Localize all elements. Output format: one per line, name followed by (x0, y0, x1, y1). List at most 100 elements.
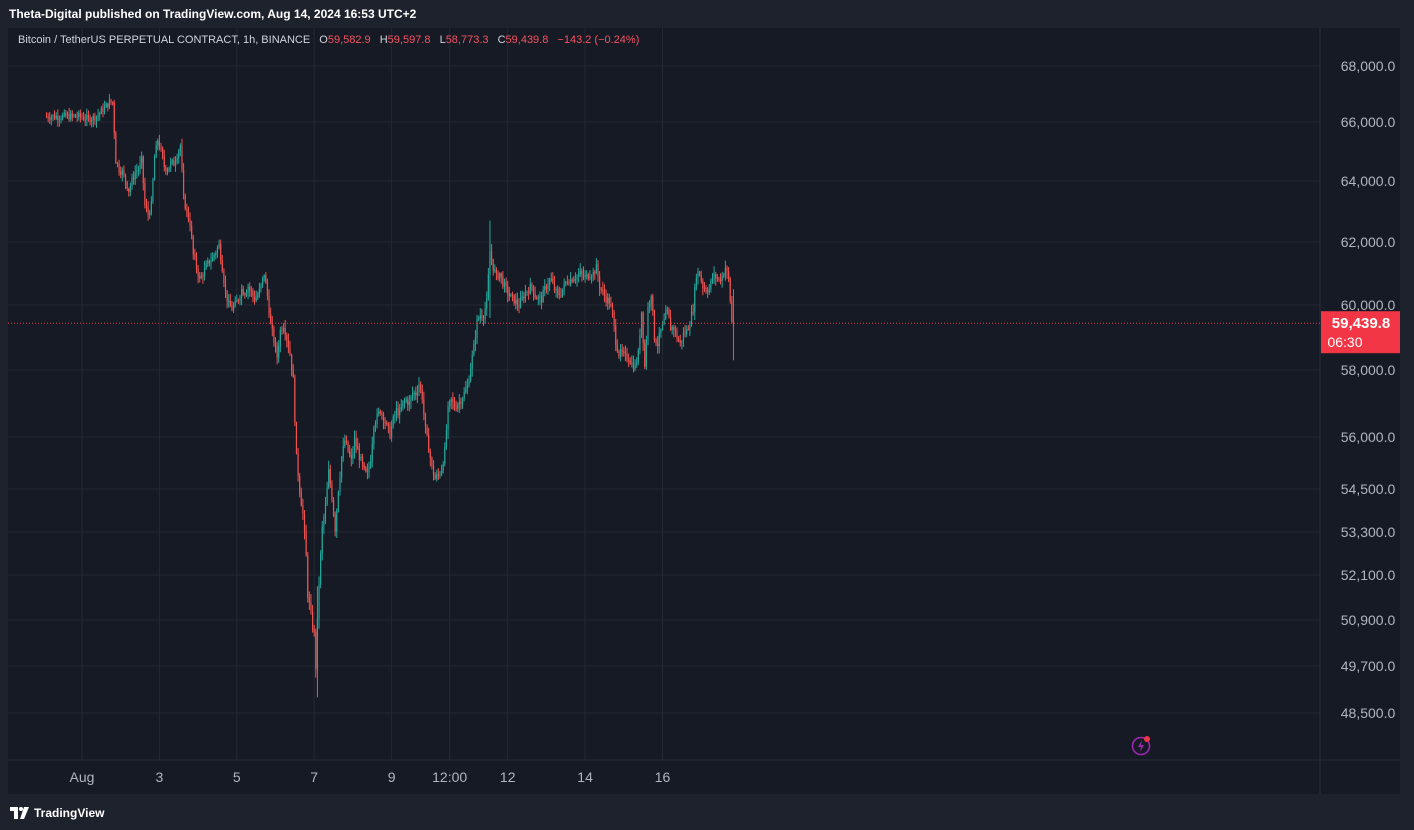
candle-body (634, 364, 636, 370)
candle-body (162, 148, 164, 157)
candle-body (271, 322, 273, 329)
candle-body (710, 280, 712, 290)
candle-body (568, 282, 570, 284)
candle-body (202, 275, 204, 277)
candle-body (692, 311, 694, 313)
y-tick-label: 56,000.0 (1341, 429, 1396, 445)
candle-body (439, 474, 441, 476)
candle-body (141, 156, 143, 163)
candle-body (442, 463, 444, 471)
candle-body (605, 295, 607, 303)
candle-body (431, 458, 433, 466)
candle-body (242, 288, 244, 295)
candle-body (91, 120, 93, 123)
candle-body (336, 510, 338, 532)
candle-body (279, 330, 281, 347)
candle-body (102, 108, 104, 113)
candle-body (208, 260, 210, 263)
candle-body (258, 288, 260, 296)
candle-body (418, 384, 420, 392)
candle-body (679, 340, 681, 343)
candle-body (631, 362, 633, 364)
candlestick-chart[interactable]: 68,000.0 66,000.0 64,000.0 62,000.0 60,000.0… (8, 28, 1400, 794)
candle-body (411, 393, 414, 397)
candle-body (144, 182, 146, 205)
candle-body (371, 443, 373, 462)
candle-body (479, 315, 481, 319)
candle-body (276, 345, 278, 358)
lightning-alert-icon[interactable] (1131, 734, 1153, 756)
candle-body (671, 327, 673, 331)
candle-body (684, 332, 686, 334)
y-tick-label: 52,100.0 (1341, 567, 1396, 583)
candle-body (610, 303, 612, 306)
candle-body (265, 275, 267, 283)
candle-body (632, 362, 635, 370)
candle-body (187, 209, 190, 220)
candle-body (613, 312, 615, 326)
candle-body (281, 330, 283, 332)
candle-body (220, 243, 222, 261)
candle-body (181, 145, 183, 170)
candle-body (355, 438, 357, 447)
candle-body (153, 157, 156, 180)
y-tick-label: 50,900.0 (1341, 612, 1396, 628)
candle-body (229, 300, 231, 307)
candle-body (291, 354, 293, 370)
candle-body (524, 292, 527, 299)
candle-body (421, 389, 423, 400)
brand-name: TradingView (34, 806, 105, 820)
candle-body (420, 384, 422, 390)
candle-body (53, 115, 56, 119)
candle-body (531, 284, 533, 287)
publisher-text: Theta-Digital published on TradingView.c… (9, 7, 417, 21)
candle-body (713, 274, 715, 278)
candle-body (686, 329, 688, 334)
candle-body (152, 179, 154, 202)
candle-body (579, 270, 581, 275)
candle-body (549, 280, 551, 285)
candle-body (678, 339, 680, 341)
candle-body (245, 292, 248, 296)
candle-body (487, 274, 489, 299)
candle-body (74, 115, 77, 117)
candle-body (645, 339, 647, 367)
candle-body (94, 115, 96, 121)
y-tick-label: 66,000.0 (1341, 114, 1396, 130)
candle-body (694, 287, 696, 313)
candle-body (213, 254, 215, 257)
candle-body (218, 243, 220, 248)
candle-body (424, 413, 427, 427)
candle-body (361, 456, 364, 464)
x-tick-label: 12:00 (432, 769, 467, 785)
candle-body (642, 312, 644, 344)
candle-body (360, 456, 362, 460)
candle-body (228, 300, 230, 302)
candle-body (592, 272, 594, 277)
candle-body (455, 408, 457, 410)
publisher-header: Theta-Digital published on TradingView.c… (0, 0, 1414, 28)
candle-body (689, 325, 691, 330)
chart-pane[interactable]: 68,000.0 66,000.0 64,000.0 62,000.0 60,000.0… (8, 28, 1400, 794)
candle-body (513, 295, 515, 304)
candle-body (450, 398, 452, 402)
candle-body (79, 113, 81, 117)
candle-body (413, 392, 415, 394)
candle-body (328, 469, 330, 488)
candle-body (134, 172, 136, 180)
candle-body (726, 267, 728, 272)
candle-body (157, 140, 159, 146)
candle-body (150, 201, 152, 214)
candle-body (71, 113, 73, 116)
candle-body (112, 102, 114, 104)
candle-body (255, 297, 257, 301)
candle-body (494, 269, 496, 271)
candle-body (470, 368, 472, 381)
candle-body (378, 411, 380, 414)
candle-body (440, 470, 443, 475)
candle-body (468, 380, 470, 386)
candle-body (278, 346, 280, 358)
candle-body (136, 170, 138, 173)
candle-body (320, 552, 322, 585)
candle-body (500, 273, 502, 277)
